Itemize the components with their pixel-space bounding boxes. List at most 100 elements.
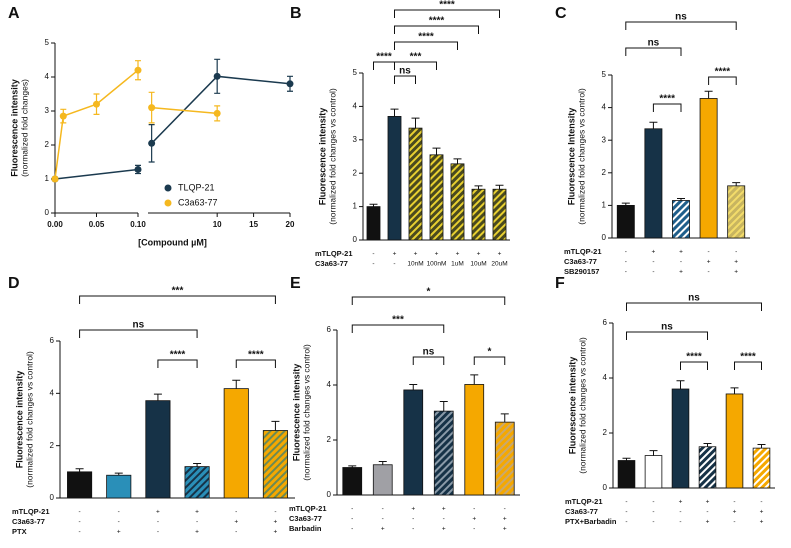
data-point [148, 139, 156, 147]
error-bar [649, 121, 658, 129]
significance-bracket [373, 61, 395, 70]
condition-mark: - [625, 499, 627, 506]
condition-mark: - [735, 249, 737, 256]
condition-mark: - [78, 529, 80, 536]
condition-mark: - [235, 529, 237, 536]
condition-mark: - [118, 519, 120, 526]
y-tick-label: 0 [603, 483, 608, 492]
condition-label: Barbadin [289, 524, 322, 533]
significance-label: * [427, 287, 431, 298]
condition-mark: - [118, 509, 120, 516]
condition-mark: - [679, 519, 681, 526]
error-bar [390, 108, 399, 117]
condition-mark: - [652, 509, 654, 516]
error-bar [75, 468, 84, 472]
condition-mark: + [472, 516, 476, 523]
significance-label: ns [675, 12, 687, 23]
condition-mark: + [411, 506, 415, 513]
bar [616, 204, 635, 239]
legend-marker [164, 184, 172, 192]
significance-label: **** [715, 67, 731, 78]
condition-mark: - [412, 516, 414, 523]
condition-mark: - [679, 509, 681, 516]
error-bar [114, 472, 123, 476]
panel-letter: C [555, 5, 567, 22]
significance-bracket [394, 25, 479, 34]
y-tick-label: 5 [602, 70, 607, 79]
bar [752, 447, 771, 489]
condition-mark: - [393, 261, 395, 268]
condition-mark: - [443, 516, 445, 523]
y-axis-title: Fluorescence intensity [567, 357, 577, 455]
x-tick-label: 0.00 [47, 220, 63, 229]
bar [366, 206, 381, 241]
significance-bracket [157, 359, 198, 368]
bar [725, 393, 744, 489]
y-tick-label: 4 [45, 72, 50, 81]
condition-label: C3a63-77 [289, 514, 322, 523]
legend-marker [164, 199, 172, 207]
significance-label: ns [132, 320, 144, 331]
significance-label: **** [429, 16, 445, 27]
condition-mark: - [708, 269, 710, 276]
panel-letter: B [290, 5, 302, 22]
y-axis-subtitle: (normalized fold changes vs control) [24, 351, 34, 488]
significance-bracket [235, 359, 276, 368]
significance-bracket [734, 361, 762, 370]
data-point [213, 109, 221, 117]
condition-mark: - [351, 516, 353, 523]
y-axis-subtitle: (normalized fold changes vs control) [576, 88, 586, 225]
condition-mark: + [393, 251, 397, 258]
significance-label: * [488, 347, 492, 358]
data-point [93, 100, 100, 108]
condition-mark: - [196, 519, 198, 526]
condition-mark: - [708, 249, 710, 256]
legend-label: TLQP-21 [178, 182, 215, 192]
y-tick-label: 3 [353, 135, 358, 144]
bar [672, 200, 690, 239]
significance-label: ns [423, 347, 435, 358]
condition-mark: + [733, 509, 737, 516]
condition-mark: - [78, 509, 80, 516]
bar [145, 400, 171, 499]
bar [727, 185, 746, 239]
bar [106, 474, 132, 499]
legend-label: C3a63-77 [178, 197, 218, 207]
condition-mark: + [652, 249, 656, 256]
condition-mark: - [652, 259, 654, 266]
error-bar [153, 393, 162, 401]
y-tick-label: 2 [45, 140, 50, 149]
significance-bracket [625, 21, 737, 30]
bar [644, 128, 663, 239]
condition-mark: - [625, 259, 627, 266]
significance-label: ns [661, 322, 673, 333]
error-bar [409, 383, 418, 390]
condition-mark: + [435, 251, 439, 258]
condition-mark: 100nM [427, 261, 447, 268]
x-axis-title: [Compound µM] [138, 237, 207, 247]
significance-label: ns [688, 293, 700, 304]
y-axis-title: Fluorescence intensity [317, 108, 327, 206]
significance-bracket [394, 41, 458, 50]
y-tick-label: 6 [603, 318, 608, 327]
series-line [54, 168, 139, 180]
condition-mark: - [504, 506, 506, 513]
bar [372, 464, 393, 496]
condition-mark: - [760, 499, 762, 506]
condition-mark: + [706, 499, 710, 506]
error-bar [704, 90, 713, 99]
y-tick-label: 4 [353, 102, 358, 111]
condition-mark: 20uM [491, 261, 507, 268]
bar [699, 98, 718, 239]
condition-mark: + [456, 251, 460, 258]
significance-label: **** [170, 350, 186, 361]
condition-mark: - [652, 269, 654, 276]
error-bar [348, 465, 357, 468]
condition-mark: + [734, 269, 738, 276]
condition-mark: + [679, 269, 683, 276]
y-tick-label: 1 [45, 174, 50, 183]
condition-mark: - [372, 261, 374, 268]
condition-label: mTLQP-21 [12, 507, 50, 516]
significance-bracket [351, 324, 445, 333]
error-bar [649, 450, 658, 456]
